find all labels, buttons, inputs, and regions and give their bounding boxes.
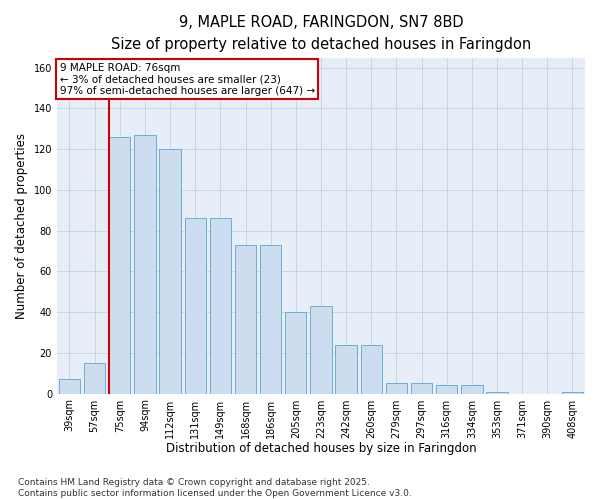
Bar bbox=[310, 306, 332, 394]
Bar bbox=[59, 380, 80, 394]
Bar bbox=[386, 384, 407, 394]
Text: Contains HM Land Registry data © Crown copyright and database right 2025.
Contai: Contains HM Land Registry data © Crown c… bbox=[18, 478, 412, 498]
Bar bbox=[335, 344, 357, 394]
Bar bbox=[185, 218, 206, 394]
Bar bbox=[562, 392, 583, 394]
Bar bbox=[260, 245, 281, 394]
Text: 9 MAPLE ROAD: 76sqm
← 3% of detached houses are smaller (23)
97% of semi-detache: 9 MAPLE ROAD: 76sqm ← 3% of detached hou… bbox=[59, 62, 314, 96]
Bar bbox=[486, 392, 508, 394]
Bar bbox=[285, 312, 307, 394]
Bar bbox=[436, 386, 457, 394]
Bar bbox=[209, 218, 231, 394]
Bar bbox=[235, 245, 256, 394]
Bar bbox=[160, 149, 181, 394]
Bar bbox=[109, 137, 130, 394]
Bar bbox=[411, 384, 432, 394]
Bar bbox=[361, 344, 382, 394]
Bar bbox=[461, 386, 482, 394]
Title: 9, MAPLE ROAD, FARINGDON, SN7 8BD
Size of property relative to detached houses i: 9, MAPLE ROAD, FARINGDON, SN7 8BD Size o… bbox=[111, 15, 531, 52]
Y-axis label: Number of detached properties: Number of detached properties bbox=[15, 132, 28, 318]
Bar bbox=[84, 363, 106, 394]
Bar bbox=[134, 135, 155, 394]
X-axis label: Distribution of detached houses by size in Faringdon: Distribution of detached houses by size … bbox=[166, 442, 476, 455]
